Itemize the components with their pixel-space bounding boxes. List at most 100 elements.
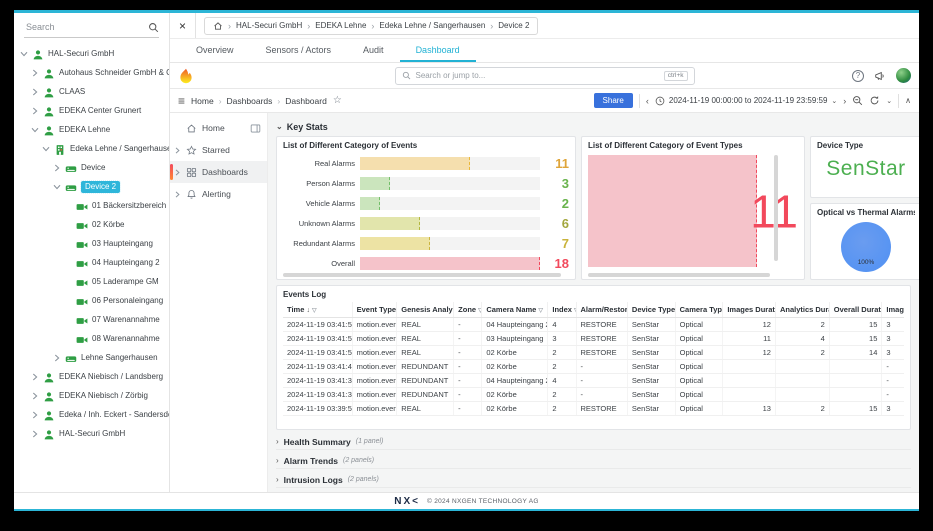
home-icon[interactable]	[213, 21, 223, 31]
column-header-camera-name[interactable]: Camera Name ▽	[481, 302, 549, 318]
chevron-open-icon[interactable]	[53, 183, 61, 191]
tab-dashboard[interactable]: Dashboard	[399, 39, 476, 62]
sidebar-item-dashboards[interactable]: Dashboards	[170, 161, 267, 183]
filter-icon[interactable]: ▽	[311, 307, 317, 314]
tree-item-02-k-rbe[interactable]: 02 Körbe	[14, 215, 169, 234]
column-header-index[interactable]: Index▽	[547, 302, 577, 318]
collapse-icon[interactable]: ∧	[905, 96, 911, 105]
tree-item-device-2[interactable]: Device 2	[14, 177, 169, 196]
grafana-logo-icon[interactable]	[178, 68, 194, 84]
breadcrumb-item-edeka-lehne-sangerhausen[interactable]: Edeka Lehne / Sangerhausen	[379, 21, 486, 30]
column-header-analytics-duration[interactable]: Analytics Duration▽	[775, 302, 830, 318]
avatar[interactable]	[896, 68, 911, 83]
sidebar-item-home[interactable]: Home	[170, 117, 267, 139]
chevron-closed-icon[interactable]	[53, 164, 61, 172]
sidebar-item-alerting[interactable]: Alerting	[170, 183, 267, 205]
column-header-genesis-analysis[interactable]: Genesis Analysis▽	[396, 302, 455, 318]
column-header-camera-type[interactable]: Camera Type▽	[675, 302, 724, 318]
grafana-search-box[interactable]: Search or jump to... ctrl+k	[394, 66, 695, 85]
row-key-stats[interactable]: ⌄ Key Stats	[276, 119, 911, 134]
tree-item-06-personaleingang[interactable]: 06 Personaleingang	[14, 291, 169, 310]
tab-sensors-actors[interactable]: Sensors / Actors	[265, 44, 332, 55]
tree-item-autohaus-schneider-gmbh-co-kg[interactable]: Autohaus Schneider GmbH & Co. KG	[14, 63, 169, 82]
refresh-interval-chevron-icon[interactable]: ⌄	[886, 97, 893, 105]
column-header-images[interactable]: Images▽	[881, 302, 904, 318]
tree-item-edeka-inh-eckert-sandersdorf[interactable]: Edeka / Inh. Eckert - Sandersdorf	[14, 405, 169, 424]
breadcrumb-item-device-2[interactable]: Device 2	[498, 21, 530, 30]
column-header-images-duration[interactable]: Images Duration▽	[722, 302, 776, 318]
horizontal-scrollbar[interactable]	[283, 273, 561, 277]
tab-audit[interactable]: Audit	[363, 44, 384, 55]
dock-icon[interactable]	[250, 123, 261, 134]
tree-item-edeka-niebisch-landsberg[interactable]: EDEKA Niebisch / Landsberg	[14, 367, 169, 386]
tree-item-edeka-center-grunert[interactable]: EDEKA Center Grunert	[14, 101, 169, 120]
news-icon[interactable]	[874, 70, 886, 82]
menu-icon[interactable]: ≡	[178, 93, 186, 108]
tree-item-device[interactable]: Device	[14, 158, 169, 177]
chevron-open-icon[interactable]	[31, 126, 39, 134]
time-range-picker[interactable]: 2024-11-19 00:00:00 to 2024-11-19 23:59:…	[655, 96, 837, 106]
chevron-closed-icon[interactable]	[31, 69, 39, 77]
filter-icon[interactable]: ▽	[574, 308, 575, 314]
chevron-closed-icon[interactable]	[31, 88, 39, 96]
tree-item-05-laderampe-gm[interactable]: 05 Laderampe GM	[14, 272, 169, 291]
zoom-out-icon[interactable]	[852, 95, 863, 106]
tree-item-edeka-lehne-sangerhausen[interactable]: Edeka Lehne / Sangerhausen	[14, 139, 169, 158]
tree-item-hal-securi-gmbh[interactable]: HAL-Securi GmbH	[14, 44, 169, 63]
chevron-closed-icon[interactable]	[174, 191, 181, 198]
grafana-breadcrumb-home[interactable]: Home	[191, 95, 214, 106]
breadcrumb-item-hal-securi-gmbh[interactable]: HAL-Securi GmbH	[236, 21, 303, 30]
column-header-device-type[interactable]: Device Type▽	[627, 302, 676, 318]
panel-title[interactable]: Events Log	[283, 290, 327, 299]
tree-item-edeka-lehne[interactable]: EDEKA Lehne	[14, 120, 169, 139]
grafana-breadcrumb-dashboard[interactable]: Dashboard	[285, 95, 327, 106]
tree-item-01-b-ckersitzbereich[interactable]: 01 Bäckersitzbereich	[14, 196, 169, 215]
panel-title[interactable]: Optical vs Thermal Alarms	[817, 208, 915, 217]
panel-title[interactable]: List of Different Category of Events	[283, 141, 418, 150]
vertical-scrollbar[interactable]	[774, 155, 778, 261]
horizontal-scrollbar[interactable]	[588, 273, 770, 277]
chevron-open-icon[interactable]	[42, 145, 50, 153]
time-back-icon[interactable]: ‹	[645, 95, 649, 106]
tree-item-08-warenannahme[interactable]: 08 Warenannahme	[14, 329, 169, 348]
sidebar-item-starred[interactable]: Starred	[170, 139, 267, 161]
chevron-closed-icon[interactable]	[174, 169, 181, 176]
column-header-zone[interactable]: Zone▽	[453, 302, 483, 318]
time-forward-icon[interactable]: ›	[843, 95, 847, 106]
chevron-closed-icon[interactable]	[174, 147, 181, 154]
filter-icon[interactable]: ▽	[478, 308, 481, 314]
tree-item-04-haupteingang-2[interactable]: 04 Haupteingang 2	[14, 253, 169, 272]
row-intrusion-logs[interactable]: › Intrusion Logs (2 panels)	[276, 472, 911, 488]
filter-icon[interactable]: ▽	[538, 307, 543, 314]
tree-item-07-warenannahme[interactable]: 07 Warenannahme	[14, 310, 169, 329]
row-alarm-trends[interactable]: › Alarm Trends (2 panels)	[276, 453, 911, 469]
breadcrumb-item-edeka-lehne[interactable]: EDEKA Lehne	[315, 21, 367, 30]
column-header-alarm-restore[interactable]: Alarm/Restore ▽	[576, 302, 628, 318]
chevron-closed-icon[interactable]	[31, 373, 39, 381]
search-icon[interactable]	[148, 22, 159, 33]
tree-item-claas[interactable]: CLAAS	[14, 82, 169, 101]
close-icon[interactable]: ×	[170, 13, 196, 38]
star-icon[interactable]: ☆	[332, 95, 342, 106]
tree-item-03-haupteingang[interactable]: 03 Haupteingang	[14, 234, 169, 253]
share-button[interactable]: Share	[593, 93, 633, 108]
chevron-closed-icon[interactable]	[31, 392, 39, 400]
column-header-event-type[interactable]: Event Type▽	[352, 302, 398, 318]
chevron-closed-icon[interactable]	[31, 107, 39, 115]
grafana-breadcrumb-dashboards[interactable]: Dashboards	[226, 95, 273, 106]
chevron-open-icon[interactable]	[20, 50, 28, 58]
chevron-closed-icon[interactable]	[31, 411, 39, 419]
refresh-icon[interactable]	[869, 95, 880, 106]
panel-title[interactable]: Device Type	[817, 141, 864, 150]
chevron-closed-icon[interactable]	[53, 354, 61, 362]
panel-title[interactable]: List of Different Category of Event Type…	[588, 141, 743, 150]
column-header-time[interactable]: Time ↓ ▽	[283, 302, 353, 318]
search-input[interactable]	[24, 21, 148, 33]
help-icon[interactable]: ?	[852, 69, 864, 82]
chevron-closed-icon[interactable]	[31, 430, 39, 438]
tree-item-lehne-sangerhausen[interactable]: Lehne Sangerhausen	[14, 348, 169, 367]
row-health-summary[interactable]: › Health Summary (1 panel)	[276, 434, 911, 450]
column-header-overall-duration[interactable]: Overall Duration▽	[829, 302, 883, 318]
tree-item-hal-securi-gmbh[interactable]: HAL-Securi GmbH	[14, 424, 169, 443]
tab-overview[interactable]: Overview	[196, 44, 234, 55]
